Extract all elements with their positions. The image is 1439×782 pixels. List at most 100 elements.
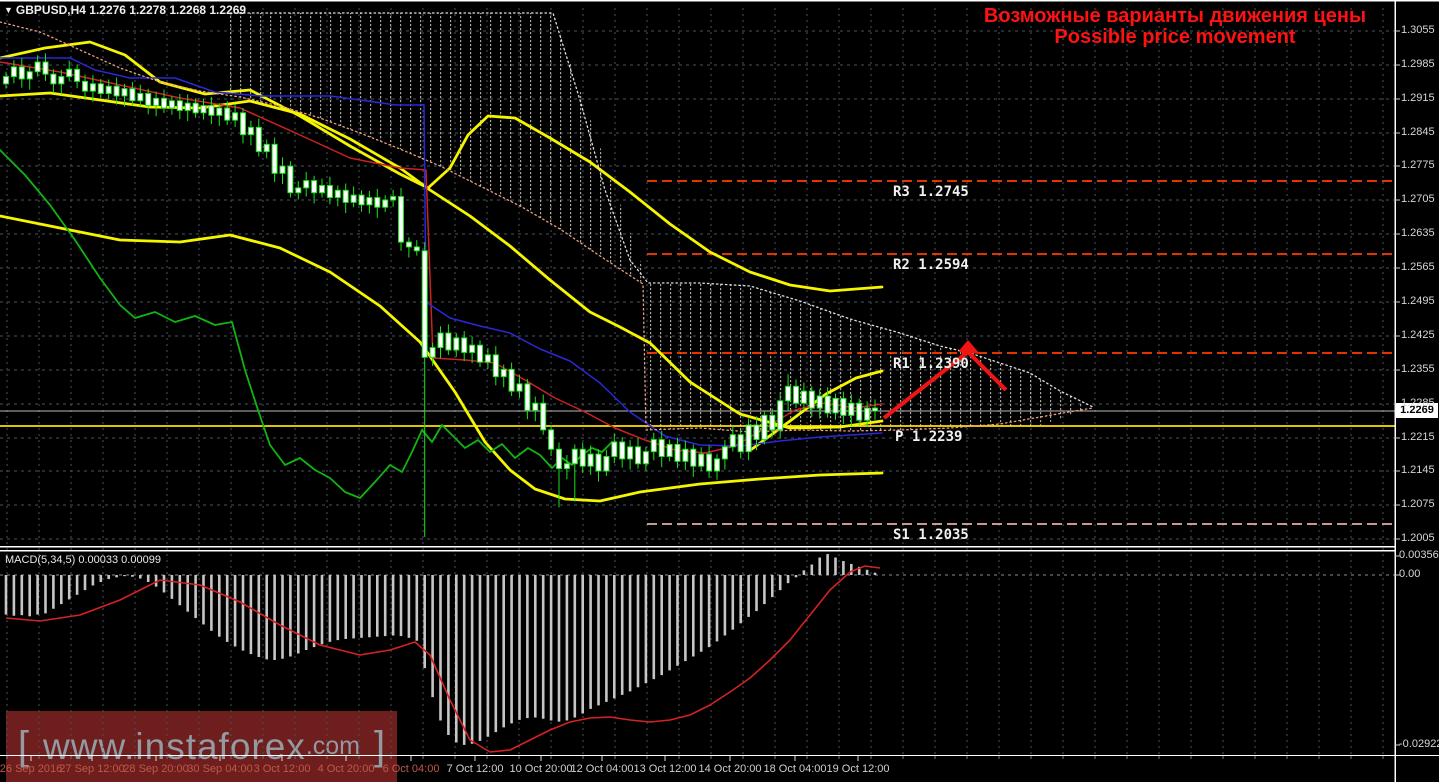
axis-border [1394, 0, 1396, 782]
candle-body [50, 73, 57, 85]
candle-body [793, 385, 799, 404]
candle-body [42, 61, 49, 75]
candle-body [635, 446, 641, 465]
candle-body [287, 165, 294, 194]
candle-body [382, 199, 389, 208]
candle-body [777, 400, 784, 431]
candle-body [769, 414, 776, 431]
candle-body [374, 197, 381, 208]
candle-body [153, 97, 160, 107]
candle-body [800, 390, 807, 404]
candle-body [484, 354, 491, 363]
candle-body [137, 92, 144, 102]
candle-body [161, 97, 167, 109]
candle-body [785, 385, 792, 402]
candle-body [469, 344, 476, 353]
candle-body [516, 383, 523, 392]
candle-body [587, 453, 594, 467]
chikou-span [0, 149, 613, 499]
candle-body [421, 250, 428, 358]
candle-body [477, 344, 483, 363]
candle-body [571, 448, 578, 465]
candle-body [240, 112, 246, 136]
candle-body [500, 368, 507, 378]
price-projection-arrow [882, 340, 1008, 420]
candle-body [176, 100, 183, 111]
candle-body [619, 441, 626, 460]
candle-body [192, 102, 199, 114]
senkou-span-a [0, 21, 1094, 433]
candle-body [508, 368, 515, 392]
candle-body [714, 458, 720, 472]
candle-body [74, 68, 81, 82]
candle-body [200, 105, 207, 114]
candle-body [105, 85, 112, 94]
candle-body [563, 463, 570, 470]
cloud-fill [230, 13, 648, 430]
candle-body [540, 402, 547, 431]
candle-body [398, 196, 404, 243]
candle-body [413, 246, 420, 252]
candle-body [208, 105, 215, 116]
candle-body [737, 434, 744, 453]
candle-body [872, 407, 878, 412]
candle-body [121, 88, 128, 97]
candle-body [82, 80, 88, 92]
candle-body [18, 66, 25, 80]
panel-separator [0, 550, 1395, 552]
macd-signal-line [5, 565, 881, 753]
candle-body [145, 92, 152, 107]
candle-body [334, 189, 341, 199]
candle-body [603, 455, 610, 472]
candle-body [271, 143, 278, 174]
candle-body [548, 429, 555, 450]
watermark-bracket-left: [ [17, 724, 29, 768]
candle-body [666, 443, 673, 457]
candle-body [611, 441, 618, 457]
candle-body [650, 439, 657, 453]
candle-body [89, 83, 96, 92]
candle-body [58, 76, 65, 85]
candle-body [255, 126, 262, 153]
candle-body [445, 332, 452, 351]
candle-body [350, 194, 357, 203]
kijun-sen [0, 57, 883, 447]
candle-body [168, 100, 175, 109]
axis-separator [0, 755, 1439, 756]
candle-body [3, 76, 9, 85]
candle-body [492, 354, 499, 378]
candle-body [129, 88, 136, 102]
top-border [0, 0, 1439, 2]
candle-body [437, 332, 444, 349]
candle-body [698, 453, 705, 467]
cloud-fill [648, 283, 1090, 432]
candle-body [745, 424, 752, 453]
candle-body [113, 85, 120, 97]
candle-body [761, 414, 768, 441]
candle-body [721, 446, 728, 460]
candle-body [642, 451, 649, 465]
candle-body [405, 241, 412, 248]
pivot-lines [0, 180, 1395, 525]
candle-body [753, 424, 760, 441]
candle-body [532, 402, 539, 412]
panel-separator [0, 546, 1395, 548]
candle-body [390, 196, 397, 201]
candle-body [326, 184, 333, 199]
candle-body [216, 107, 223, 116]
macd-panel [0, 554, 1395, 753]
candle-body [224, 107, 231, 121]
candle-body [366, 197, 373, 206]
instaforex-watermark: [ www.instaforex .com ] [6, 711, 397, 782]
arrow-head [958, 340, 980, 354]
candle-body [232, 112, 239, 121]
candle-body [808, 390, 815, 409]
candle-body [66, 68, 73, 78]
candle-body [840, 397, 847, 416]
candlesticks [3, 53, 878, 537]
candle-body [97, 83, 104, 94]
candle-body [34, 61, 41, 73]
